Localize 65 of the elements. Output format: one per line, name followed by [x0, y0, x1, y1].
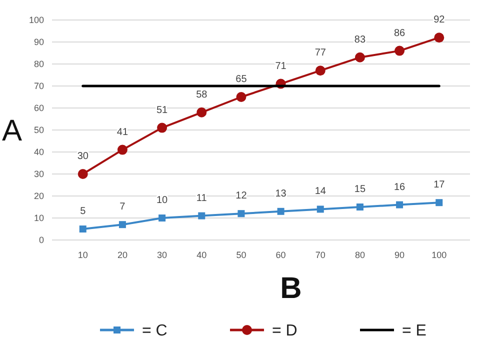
y-tick-label: 40: [34, 147, 44, 158]
point: [315, 66, 326, 76]
data-label: 86: [394, 28, 406, 39]
y-tick-label: 20: [34, 191, 44, 202]
x-tick-label: 90: [394, 250, 405, 260]
y-tick-label: 100: [28, 15, 44, 26]
data-label: 58: [196, 89, 208, 100]
x-tick-label: 60: [276, 250, 286, 260]
legend-label: = E: [402, 322, 426, 340]
point: [198, 212, 206, 220]
data-label: 15: [354, 184, 366, 195]
point: [356, 204, 364, 210]
point: [277, 208, 284, 215]
x-axis-title: B: [280, 272, 302, 305]
x-tick-label: 50: [236, 250, 246, 260]
x-tick-label: 100: [432, 250, 447, 260]
data-label: 71: [275, 60, 287, 72]
y-axis-title: A: [2, 114, 22, 148]
point: [354, 52, 365, 62]
data-label: 92: [434, 14, 446, 26]
y-tick-label: 70: [34, 81, 44, 92]
x-tick-label: 10: [78, 250, 88, 260]
data-label: 7: [120, 202, 126, 213]
data-label: 10: [156, 195, 168, 206]
point: [79, 226, 86, 232]
data-label: 30: [77, 151, 89, 162]
x-tick-label: 20: [117, 250, 128, 260]
point: [316, 206, 324, 213]
point: [157, 122, 168, 133]
data-label: 16: [394, 182, 406, 193]
data-label: 5: [80, 206, 86, 217]
y-tick-label: 60: [34, 103, 44, 114]
data-label: 65: [236, 74, 248, 85]
point: [394, 46, 405, 56]
data-label: 41: [116, 126, 128, 138]
x-tick-label: 30: [157, 250, 168, 260]
point: [196, 107, 207, 118]
point: [436, 199, 443, 206]
x-tick-label: 70: [315, 250, 326, 260]
data-label: 51: [156, 104, 168, 116]
point: [117, 144, 128, 155]
point: [158, 214, 166, 222]
point: [78, 169, 88, 179]
legend-label: = C: [142, 322, 168, 340]
x-tick-label: 40: [196, 250, 207, 260]
data-label: 13: [275, 188, 287, 200]
y-tick-label: 50: [34, 125, 44, 136]
legend-label: = D: [272, 322, 298, 340]
data-label: 11: [196, 192, 208, 204]
y-tick-label: 0: [38, 235, 44, 246]
x-tick-label: 80: [354, 250, 365, 260]
y-tick-label: 90: [34, 37, 44, 48]
point: [118, 221, 126, 228]
y-tick-label: 10: [34, 213, 44, 224]
data-label: 14: [314, 186, 326, 198]
point: [238, 210, 245, 218]
data-label: 77: [314, 48, 326, 59]
data-label: 83: [354, 34, 366, 46]
y-tick-label: 80: [34, 59, 44, 70]
point: [434, 32, 444, 43]
data-label: 17: [434, 180, 446, 191]
point: [396, 201, 404, 208]
point: [236, 92, 246, 102]
y-tick-label: 30: [34, 169, 44, 180]
data-label: 12: [236, 190, 248, 202]
